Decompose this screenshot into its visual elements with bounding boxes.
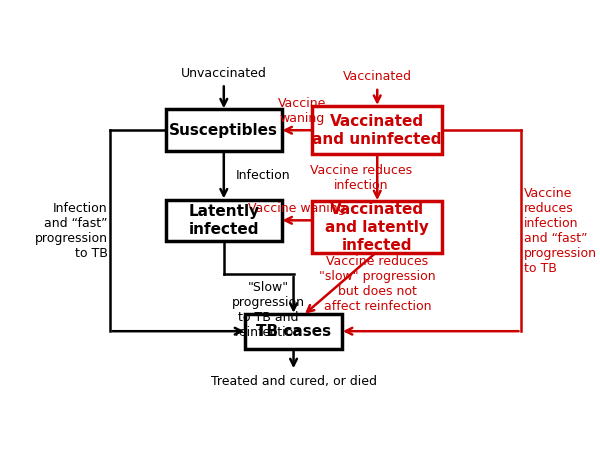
Text: Vaccinated: Vaccinated <box>343 71 412 83</box>
Text: "Slow"
progression
to TB and
reinfection: "Slow" progression to TB and reinfection <box>232 281 304 339</box>
FancyBboxPatch shape <box>312 201 442 253</box>
Text: Vaccine reduces
infection: Vaccine reduces infection <box>310 164 412 192</box>
Text: Unvaccinated: Unvaccinated <box>181 67 267 80</box>
Text: Infection: Infection <box>235 169 290 182</box>
FancyBboxPatch shape <box>166 109 282 151</box>
Text: Vaccine reduces
"slow" progression
but does not
affect reinfection: Vaccine reduces "slow" progression but d… <box>319 255 436 313</box>
FancyBboxPatch shape <box>245 314 343 348</box>
Text: Vaccine
reduces
infection
and “fast”
progression
to TB: Vaccine reduces infection and “fast” pro… <box>524 187 597 274</box>
Text: Vaccine
waning: Vaccine waning <box>277 97 326 125</box>
FancyBboxPatch shape <box>166 199 282 241</box>
Text: Vaccinated
and latently
infected: Vaccinated and latently infected <box>325 202 429 253</box>
Text: Susceptibles: Susceptibles <box>169 123 278 138</box>
Text: TB cases: TB cases <box>256 324 331 339</box>
Text: Infection
and “fast”
progression
to TB: Infection and “fast” progression to TB <box>35 202 107 260</box>
Text: Latently
infected: Latently infected <box>188 204 259 237</box>
Text: Vaccine waning: Vaccine waning <box>248 202 346 215</box>
FancyBboxPatch shape <box>312 106 442 154</box>
Text: Treated and cured, or died: Treated and cured, or died <box>211 374 377 387</box>
Text: Vaccinated
and uninfected: Vaccinated and uninfected <box>313 114 442 147</box>
